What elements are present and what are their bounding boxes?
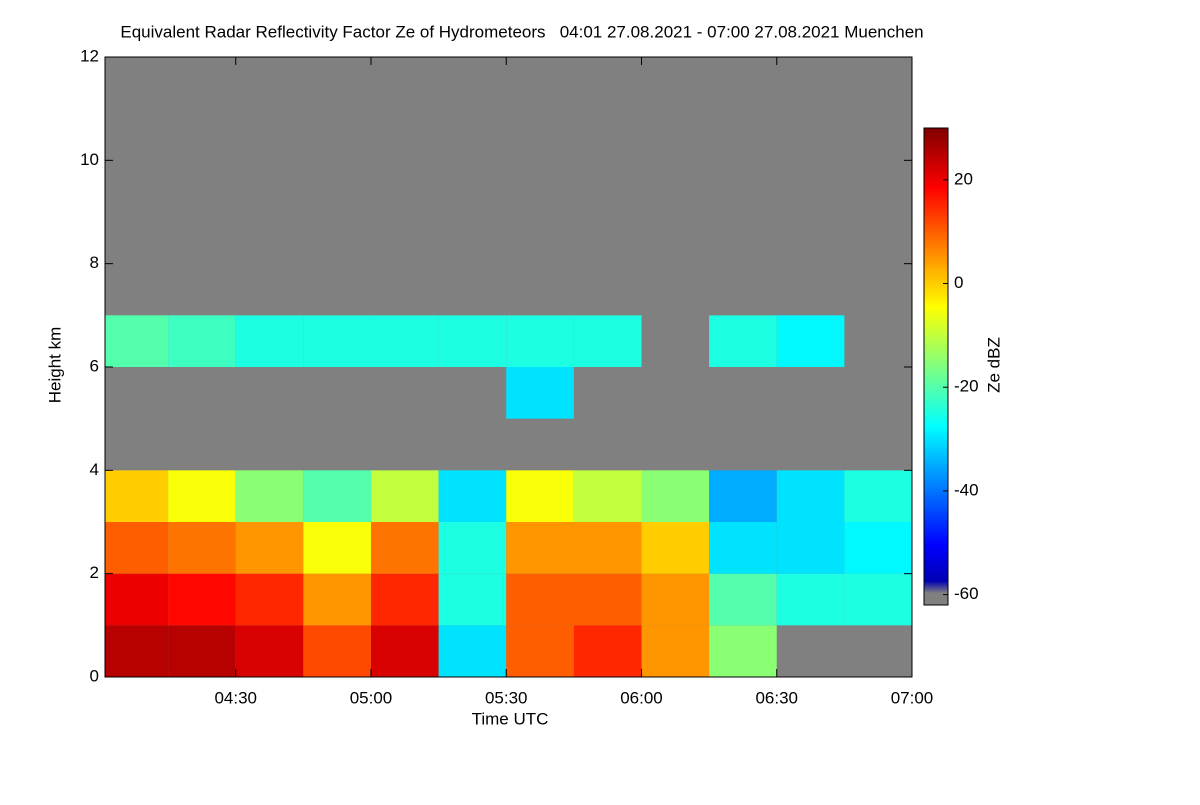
heatmap-cell	[438, 522, 507, 574]
y-tick-label: 6	[90, 356, 99, 375]
y-tick-label: 2	[90, 563, 99, 582]
heatmap-cell	[370, 470, 439, 522]
x-tick-label: 06:30	[755, 688, 798, 707]
colorbar	[923, 127, 949, 606]
colorbar-tick-label: -60	[954, 584, 979, 603]
heatmap-cell	[844, 470, 912, 522]
heatmap-cell	[303, 315, 371, 367]
heatmap-cell	[709, 522, 777, 574]
y-axis-label: Height km	[45, 327, 64, 404]
heatmap-cell	[506, 470, 574, 522]
x-tick-label: 06:00	[620, 688, 663, 707]
heatmap-cell	[168, 522, 236, 574]
heatmap-cell	[641, 470, 710, 522]
heatmap-cell	[105, 470, 169, 522]
colorbar-label: Ze dBZ	[984, 337, 1003, 393]
heatmap-cell	[168, 315, 236, 367]
heatmap-cell	[573, 315, 642, 367]
colorbar-tick-label: 0	[954, 273, 963, 292]
heatmap-cell	[438, 315, 507, 367]
heatmap-cell	[303, 625, 371, 677]
heatmap-cell	[573, 522, 642, 574]
heatmap-cell	[776, 522, 845, 574]
x-tick-label: 05:00	[350, 688, 393, 707]
x-tick-label: 05:30	[485, 688, 528, 707]
heatmap-cell	[370, 315, 439, 367]
y-tick-label: 8	[90, 253, 99, 272]
heatmap-cell	[303, 522, 371, 574]
heatmap-cell	[235, 522, 304, 574]
heatmap-cell	[573, 625, 642, 677]
heatmap-cell	[235, 573, 304, 626]
x-tick-label: 04:30	[214, 688, 257, 707]
colorbar-tick-label: -40	[954, 480, 979, 499]
heatmap-cell	[168, 573, 236, 626]
heatmap	[105, 315, 912, 677]
heatmap-cell	[105, 573, 169, 626]
y-tick-label: 0	[90, 666, 99, 685]
heatmap-cell	[438, 573, 507, 626]
heatmap-cell	[168, 625, 236, 677]
heatmap-cell	[235, 470, 304, 522]
heatmap-cell	[438, 625, 507, 677]
heatmap-cell	[573, 470, 642, 522]
heatmap-cell	[506, 315, 574, 367]
heatmap-cell	[370, 625, 439, 677]
y-tick-label: 12	[80, 46, 99, 65]
heatmap-cell	[370, 573, 439, 626]
heatmap-cell	[438, 470, 507, 522]
heatmap-cell	[844, 522, 912, 574]
heatmap-cell	[506, 522, 574, 574]
heatmap-cell	[506, 367, 574, 419]
y-tick-label: 10	[80, 150, 99, 169]
heatmap-cell	[641, 522, 710, 574]
heatmap-cell	[776, 470, 845, 522]
heatmap-cell	[573, 573, 642, 626]
heatmap-cell	[709, 470, 777, 522]
heatmap-cell	[168, 470, 236, 522]
heatmap-cell	[235, 315, 304, 367]
heatmap-cell	[105, 522, 169, 574]
heatmap-cell	[844, 573, 912, 626]
heatmap-cell	[303, 573, 371, 626]
heatmap-cell	[506, 625, 574, 677]
heatmap-cell	[235, 625, 304, 677]
x-tick-label: 07:00	[891, 688, 934, 707]
colorbar-tick-label: 20	[954, 169, 973, 188]
heatmap-cell	[709, 573, 777, 626]
heatmap-cell	[641, 625, 710, 677]
heatmap-cell	[776, 573, 845, 626]
heatmap-cell	[776, 315, 845, 367]
heatmap-cell	[506, 573, 574, 626]
y-tick-label: 4	[90, 460, 99, 479]
heatmap-cell	[709, 315, 777, 367]
heatmap-cell	[709, 625, 777, 677]
x-axis-label: Time UTC	[472, 709, 549, 728]
heatmap-cell	[105, 625, 169, 677]
colorbar-tick-label: -20	[954, 377, 979, 396]
chart-title: Equivalent Radar Reflectivity Factor Ze …	[120, 22, 923, 41]
heatmap-cell	[105, 315, 169, 367]
heatmap-cell	[641, 573, 710, 626]
heatmap-cell	[303, 470, 371, 522]
heatmap-cell	[370, 522, 439, 574]
